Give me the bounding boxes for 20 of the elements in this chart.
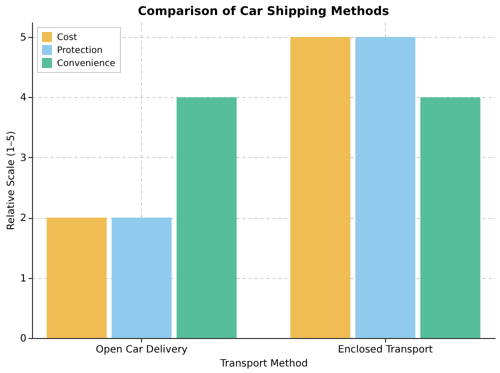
bar xyxy=(290,37,350,338)
bar xyxy=(176,97,237,338)
x-tick-label: Open Car Delivery xyxy=(96,344,188,356)
bar xyxy=(420,97,480,338)
legend-label: Protection xyxy=(57,46,103,56)
legend-label: Cost xyxy=(57,33,78,43)
bar xyxy=(355,37,416,338)
chart-title: Comparison of Car Shipping Methods xyxy=(138,4,390,18)
y-tick-label: 5 xyxy=(20,32,26,44)
bar xyxy=(112,218,172,338)
x-axis-title: Transport Method xyxy=(219,358,308,370)
bar xyxy=(46,218,107,338)
legend-label: Convenience xyxy=(57,59,116,69)
y-tick-label: 0 xyxy=(20,334,26,344)
y-tick-label: 4 xyxy=(20,92,26,104)
y-tick-label: 2 xyxy=(20,213,26,224)
x-tick-label: Enclosed Transport xyxy=(338,344,433,356)
y-axis-title: Relative Scale (1–5) xyxy=(6,130,18,230)
y-tick-label: 3 xyxy=(20,152,26,164)
y-tick-label: 1 xyxy=(20,273,26,284)
